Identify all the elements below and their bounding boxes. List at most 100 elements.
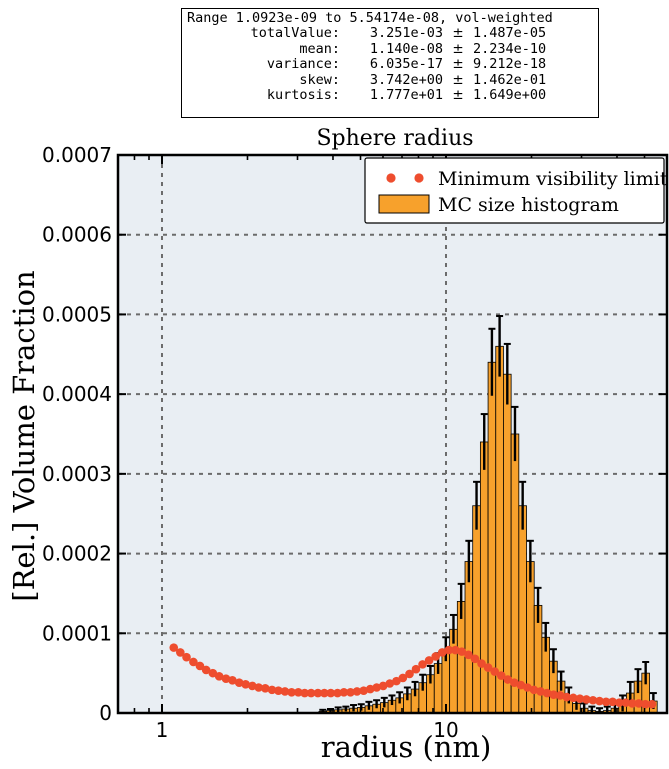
visibility-limit-dot	[287, 687, 296, 697]
x-tick-label: 1	[156, 718, 169, 742]
visibility-limit-dot	[418, 660, 427, 669]
stat-name: skew:	[299, 71, 340, 88]
visibility-limit-dot	[634, 699, 644, 708]
visibility-limit-dot	[529, 685, 539, 695]
visibility-limit-dot	[483, 663, 493, 672]
histogram-bar	[464, 561, 474, 714]
visibility-limit-dot	[536, 687, 545, 696]
stat-name: variance:	[266, 56, 340, 73]
y-tick-label: 0.0002	[42, 542, 112, 566]
stats-row-variance: variance: 6.035e-17 ± 9.212e-18	[182, 56, 592, 73]
visibility-limit-dot	[555, 691, 565, 700]
stats-row-mean: mean: 1.140e-08 ± 2.234e-10	[182, 40, 592, 57]
visibility-limit-dot	[254, 683, 263, 692]
visibility-limit-dot	[457, 647, 467, 656]
plot-area	[118, 155, 667, 713]
visibility-limit-dot	[346, 687, 355, 697]
legend-label-visibility-limit: Minimum visibility limit	[438, 168, 668, 190]
visibility-limit-dot	[464, 650, 473, 660]
stat-plus-minus: ±	[452, 56, 464, 73]
stat-plus-minus: ±	[452, 71, 464, 88]
visibility-limit-dot	[260, 683, 270, 693]
legend-label-histogram: MC size histogram	[438, 194, 619, 216]
stat-name: totalValue:	[250, 25, 340, 42]
visibility-limit-dot	[424, 656, 434, 665]
visibility-limit-dot	[588, 695, 598, 705]
x-axis-label: radius (nm)	[321, 730, 492, 764]
visibility-limit-dot	[510, 678, 519, 688]
stat-plus-minus: ±	[452, 87, 464, 104]
visibility-limit-dot	[326, 688, 336, 698]
visibility-limit-dot	[405, 669, 414, 679]
visibility-limit-dot	[477, 659, 486, 668]
visibility-limit-dot	[516, 680, 526, 690]
y-tick-label: 0	[99, 701, 112, 725]
visibility-limit-dot	[195, 661, 205, 671]
visibility-limit-dot	[333, 688, 342, 698]
visibility-limit-dot	[189, 657, 198, 667]
visibility-limit-dot	[601, 697, 611, 707]
stat-plus-minus: ±	[452, 40, 464, 57]
visibility-limit-dot	[385, 679, 395, 688]
visibility-limit-dot	[228, 676, 237, 685]
visibility-limit-dot	[451, 645, 460, 655]
stat-error: 9.212e-18	[473, 56, 547, 73]
legend-swatch-histogram	[378, 194, 430, 214]
stat-error: 1.649e+00	[473, 87, 547, 104]
stat-value: 1.140e-08	[369, 40, 443, 57]
visibility-limit-dot	[208, 668, 218, 678]
visibility-limit-dot	[306, 688, 316, 698]
stat-error: 1.462e-01	[473, 71, 547, 88]
legend-dot	[414, 173, 424, 183]
visibility-limit-dot	[300, 688, 309, 698]
visibility-limit-dot	[582, 695, 591, 704]
visibility-limit-dot	[359, 686, 368, 695]
plot-frame	[116, 153, 669, 715]
x-tick-label: 10	[433, 718, 458, 742]
grid	[118, 155, 667, 713]
histogram-bar	[503, 373, 512, 714]
histogram-bar	[479, 441, 489, 714]
stat-value: 1.777e+01	[369, 87, 443, 104]
y-tick-label: 0.0001	[42, 621, 112, 645]
visibility-limit-dot	[562, 692, 572, 702]
visibility-limit-dot	[621, 698, 631, 707]
visibility-limit-dot	[549, 690, 558, 699]
stats-row-total-value: totalValue: 3.251e-03 ± 1.487e-05	[182, 25, 592, 42]
legend-dot	[386, 173, 396, 183]
visibility-limit-dot	[280, 687, 290, 696]
visibility-limit-dot	[503, 675, 513, 684]
y-tick-label: 0.0006	[42, 223, 112, 247]
visibility-limit-dot	[182, 652, 191, 662]
visibility-limit-dot	[444, 645, 454, 655]
chart-title: Sphere radius	[316, 126, 473, 151]
visibility-limit-dot	[490, 667, 499, 676]
legend-box	[364, 157, 665, 224]
visibility-limit-dot	[608, 697, 617, 707]
legend: Minimum visibility limit MC size histogr…	[364, 157, 668, 224]
visibility-limit-dot	[294, 687, 303, 697]
visibility-limit-dot	[523, 683, 532, 692]
visibility-limit-dot	[234, 678, 244, 688]
visibility-limit-dot	[214, 672, 224, 681]
stats-box: Range 1.0923e-09 to 5.54174e-08, vol-wei…	[181, 8, 599, 118]
histogram-bar	[472, 505, 481, 714]
y-tick-label: 0.0007	[42, 143, 112, 167]
visibility-limit-dot	[496, 671, 506, 680]
visibility-limit-dot	[398, 673, 408, 683]
visibility-limit-dot	[411, 664, 421, 674]
visibility-limit-dot	[392, 676, 401, 686]
visibility-limit-dot	[627, 699, 637, 708]
tick-labels: 0 0.0001 0.0002 0.0003 0.0004 0.0005 0.0006 0.0…	[42, 143, 459, 742]
histogram-bar	[510, 433, 520, 714]
visibility-limit-dot	[274, 686, 283, 695]
visibility-limit-dot	[595, 696, 604, 706]
visibility-limit-dot	[647, 699, 657, 709]
visibility-limit-dot	[470, 654, 480, 664]
visibility-limit-dot	[569, 693, 578, 703]
stat-value: 6.035e-17	[369, 56, 443, 73]
stat-error: 1.487e-05	[473, 25, 547, 42]
ticks	[117, 154, 667, 714]
stats-row-skew: skew: 3.742e+00 ± 1.462e-01	[182, 71, 592, 88]
